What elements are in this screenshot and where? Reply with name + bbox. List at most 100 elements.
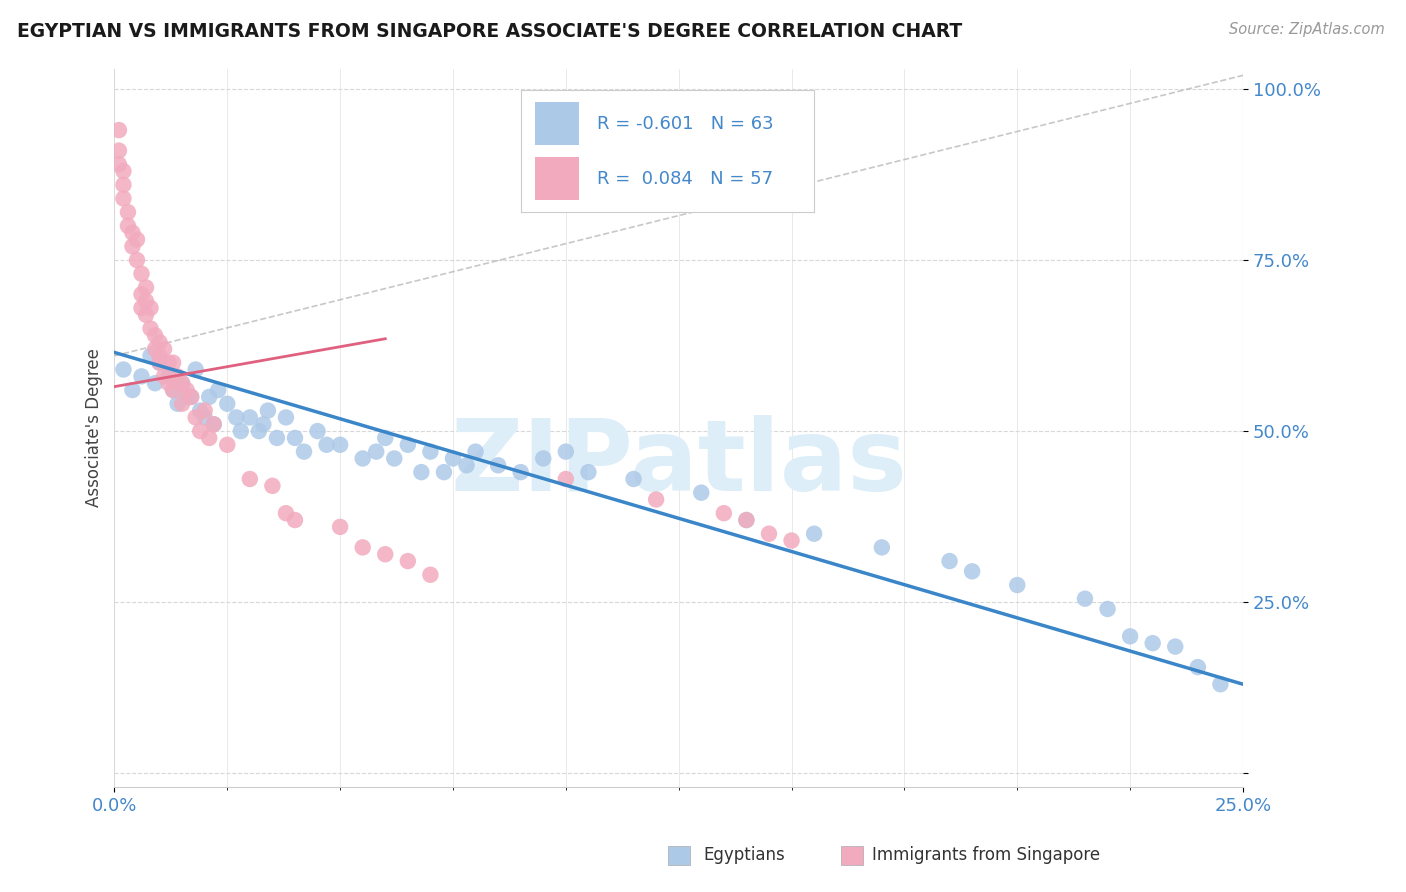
Point	[198, 431, 221, 445]
Point	[735, 513, 758, 527]
Text: ZIPatlas: ZIPatlas	[450, 415, 907, 512]
Point	[143, 376, 166, 391]
Point	[1187, 660, 1209, 674]
Point	[1119, 629, 1142, 643]
Text: Source: ZipAtlas.com: Source: ZipAtlas.com	[1229, 22, 1385, 37]
Point	[139, 349, 162, 363]
Point	[486, 458, 509, 473]
Point	[803, 526, 825, 541]
Point	[239, 410, 262, 425]
Point	[396, 554, 419, 568]
Point	[531, 451, 554, 466]
Point	[456, 458, 478, 473]
Point	[112, 362, 135, 376]
Point	[419, 444, 441, 458]
Point	[960, 565, 983, 579]
Point	[125, 253, 148, 268]
Point	[645, 492, 668, 507]
Point	[382, 451, 405, 466]
Point	[198, 390, 221, 404]
Point	[153, 342, 176, 356]
Point	[576, 465, 599, 479]
Point	[329, 438, 352, 452]
Point	[188, 403, 211, 417]
Point	[1007, 578, 1029, 592]
Point	[121, 383, 143, 397]
Point	[112, 192, 135, 206]
Point	[184, 410, 207, 425]
Point	[352, 451, 374, 466]
Point	[870, 541, 893, 555]
Point	[315, 438, 337, 452]
Text: EGYPTIAN VS IMMIGRANTS FROM SINGAPORE ASSOCIATE'S DEGREE CORRELATION CHART: EGYPTIAN VS IMMIGRANTS FROM SINGAPORE AS…	[17, 22, 962, 41]
Point	[247, 424, 270, 438]
Point	[172, 397, 194, 411]
Point	[411, 465, 433, 479]
Point	[172, 376, 194, 391]
Point	[202, 417, 225, 432]
Point	[441, 451, 464, 466]
Point	[1074, 591, 1097, 606]
Point	[217, 438, 239, 452]
Point	[112, 178, 135, 192]
Point	[131, 301, 153, 315]
Point	[433, 465, 456, 479]
Point	[184, 362, 207, 376]
Text: Egyptians: Egyptians	[703, 846, 785, 863]
Point	[239, 472, 262, 486]
Point	[148, 356, 170, 370]
Point	[284, 431, 307, 445]
Point	[329, 520, 352, 534]
Point	[207, 383, 229, 397]
Text: Immigrants from Singapore: Immigrants from Singapore	[872, 846, 1099, 863]
Point	[112, 164, 135, 178]
Point	[274, 506, 297, 520]
Point	[274, 410, 297, 425]
Point	[125, 233, 148, 247]
Point	[938, 554, 960, 568]
Point	[153, 369, 176, 384]
Point	[131, 267, 153, 281]
Point	[148, 335, 170, 350]
Point	[117, 205, 139, 219]
Point	[162, 383, 184, 397]
Point	[188, 424, 211, 438]
Point	[172, 376, 194, 391]
Point	[623, 472, 645, 486]
Point	[148, 356, 170, 370]
Point	[292, 444, 315, 458]
Point	[554, 444, 576, 458]
Point	[194, 410, 217, 425]
Point	[108, 157, 131, 171]
Point	[139, 301, 162, 315]
Point	[713, 506, 735, 520]
Point	[143, 342, 166, 356]
Point	[1142, 636, 1164, 650]
Point	[374, 547, 396, 561]
Point	[690, 485, 713, 500]
Point	[135, 294, 157, 309]
Point	[121, 239, 143, 253]
Point	[157, 356, 180, 370]
Point	[162, 356, 184, 370]
Point	[352, 541, 374, 555]
Point	[366, 444, 388, 458]
Point	[180, 390, 202, 404]
Point	[735, 513, 758, 527]
Point	[176, 390, 198, 404]
Point	[135, 280, 157, 294]
Point	[396, 438, 419, 452]
Point	[1209, 677, 1232, 691]
Point	[374, 431, 396, 445]
Point	[166, 397, 188, 411]
Point	[117, 219, 139, 233]
Point	[108, 123, 131, 137]
Point	[121, 226, 143, 240]
Point	[202, 417, 225, 432]
Point	[266, 431, 288, 445]
Point	[780, 533, 803, 548]
Point	[180, 390, 202, 404]
Point	[131, 287, 153, 301]
Point	[157, 376, 180, 391]
Point	[148, 349, 170, 363]
